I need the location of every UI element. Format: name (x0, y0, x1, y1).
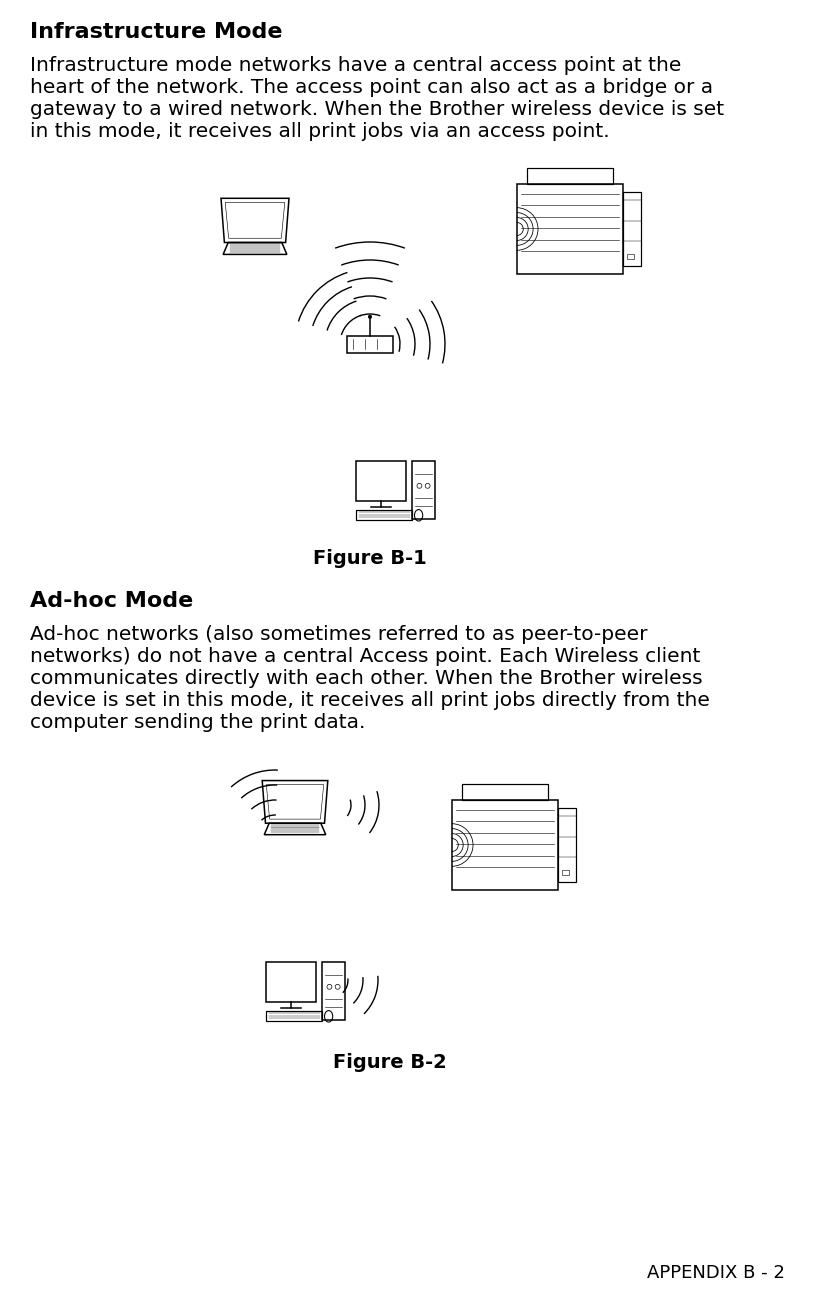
Text: Infrastructure mode networks have a central access point at the: Infrastructure mode networks have a cent… (30, 56, 681, 76)
Text: Infrastructure Mode: Infrastructure Mode (30, 22, 282, 42)
Text: Ad-hoc Mode: Ad-hoc Mode (30, 591, 193, 612)
Text: Ad-hoc networks (also sometimes referred to as peer-to-peer: Ad-hoc networks (also sometimes referred… (30, 625, 647, 644)
Text: computer sending the print data.: computer sending the print data. (30, 713, 365, 732)
Circle shape (368, 316, 372, 318)
Text: Figure B-1: Figure B-1 (313, 549, 427, 569)
Text: APPENDIX B - 2: APPENDIX B - 2 (647, 1264, 785, 1282)
Text: Figure B-2: Figure B-2 (333, 1054, 447, 1072)
Text: networks) do not have a central Access point. Each Wireless client: networks) do not have a central Access p… (30, 647, 700, 666)
Text: device is set in this mode, it receives all print jobs directly from the: device is set in this mode, it receives … (30, 691, 710, 709)
Text: communicates directly with each other. When the Brother wireless: communicates directly with each other. W… (30, 669, 702, 689)
Text: heart of the network. The access point can also act as a bridge or a: heart of the network. The access point c… (30, 78, 713, 96)
Bar (563, 870, 569, 875)
Text: in this mode, it receives all print jobs via an access point.: in this mode, it receives all print jobs… (30, 123, 610, 141)
Text: gateway to a wired network. When the Brother wireless device is set: gateway to a wired network. When the Bro… (30, 100, 724, 119)
Bar (628, 253, 634, 258)
